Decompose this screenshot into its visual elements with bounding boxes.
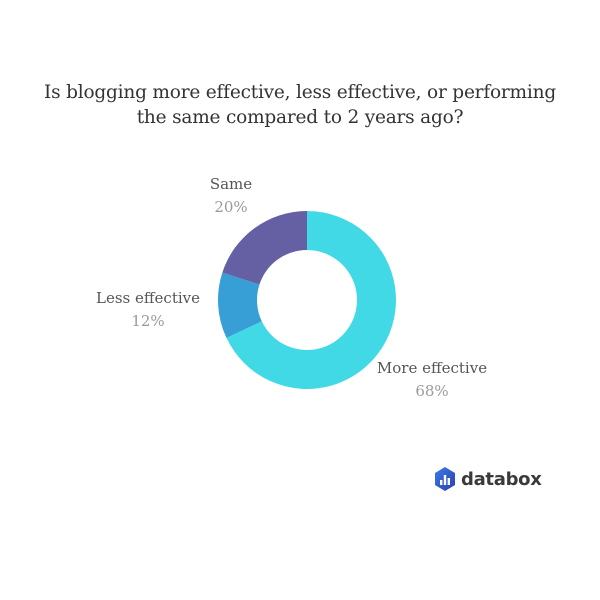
- title-line-1: Is blogging more effective, less effecti…: [44, 82, 556, 103]
- slice-label: More effective: [376, 359, 488, 377]
- label-less-effective: Less effective 12%: [68, 287, 228, 333]
- slice-label: Less effective: [96, 289, 200, 307]
- databox-logo-icon: [435, 467, 455, 491]
- label-same: Same 20%: [151, 173, 311, 219]
- brand-name: databox: [461, 468, 542, 490]
- slice-value: 20%: [214, 198, 248, 216]
- slice-value: 12%: [131, 312, 165, 330]
- title-line-2: the same compared to 2 years ago?: [136, 107, 464, 128]
- chart-title: Is blogging more effective, less effecti…: [0, 80, 600, 130]
- donut-slice-more-effective: [226, 211, 396, 389]
- label-more-effective: More effective 68%: [352, 357, 512, 403]
- databox-logo: databox: [434, 467, 542, 491]
- slice-label: Same: [209, 175, 253, 193]
- donut-slice-same: [222, 211, 307, 285]
- donut-slice-less-effective: [218, 272, 262, 338]
- slice-value: 68%: [415, 382, 449, 400]
